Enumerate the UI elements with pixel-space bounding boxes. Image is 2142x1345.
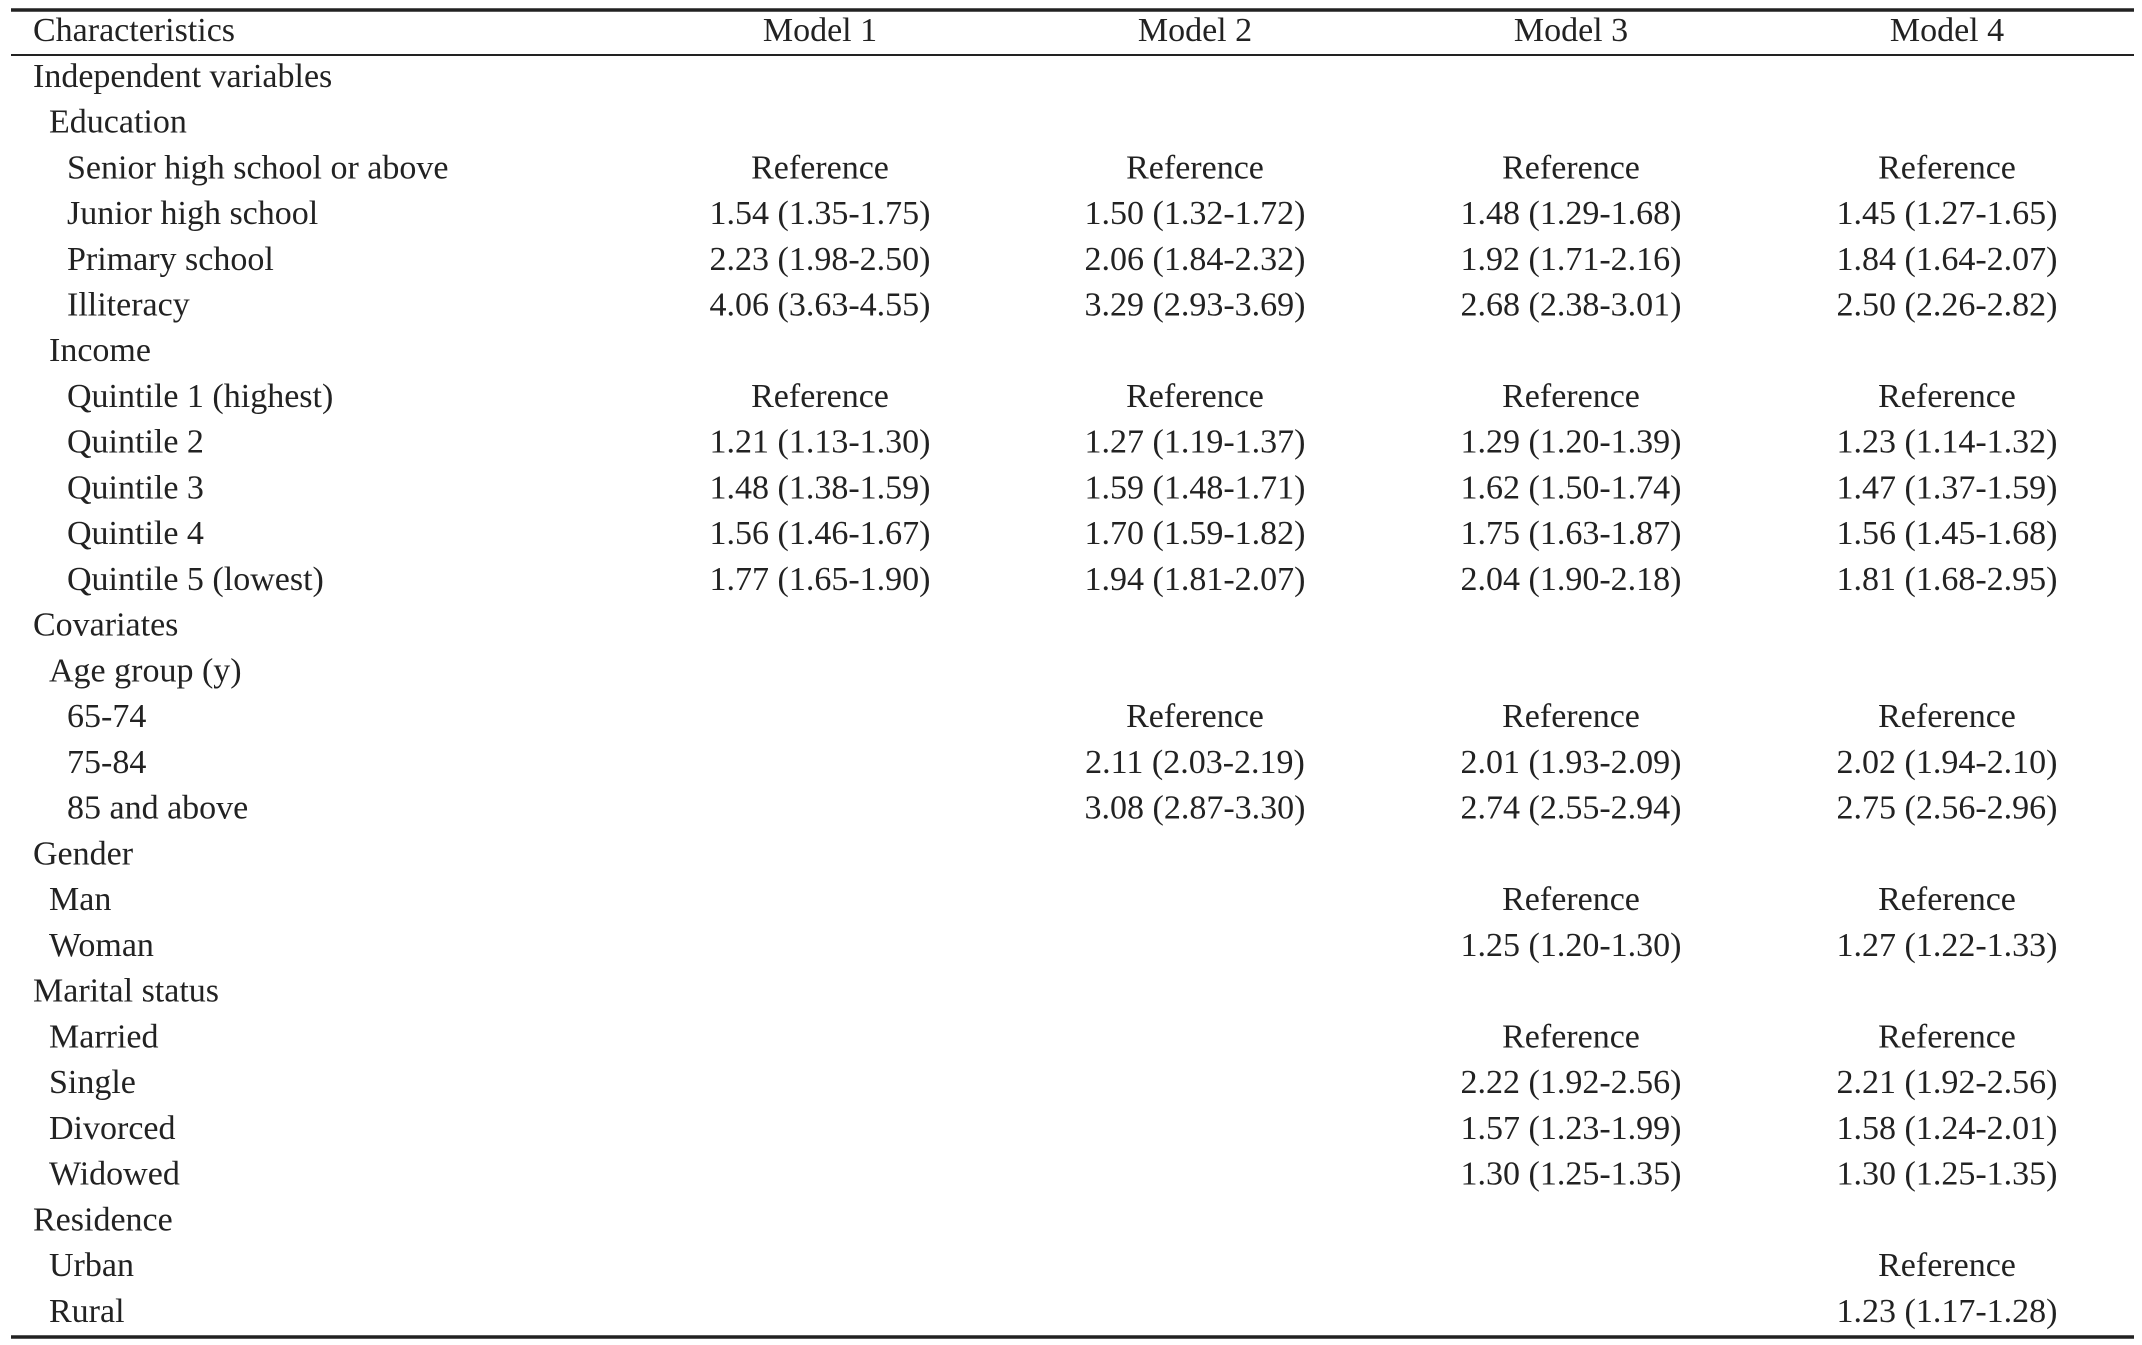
row-label: Woman [49,927,154,964]
cell: 2.22 (1.92-2.56) [1461,1064,1682,1101]
row-label: Quintile 5 (lowest) [67,561,324,598]
cell: 1.48 (1.29-1.68) [1461,195,1682,232]
cell: Reference [1878,378,2016,415]
cell: 1.81 (1.68-2.95) [1837,561,2058,598]
cell: 2.75 (2.56-2.96) [1837,790,2058,827]
row-label: Quintile 4 [67,515,204,552]
cell: 1.92 (1.71-2.16) [1461,241,1682,278]
row-label: 65-74 [67,698,146,735]
cell: 1.56 (1.45-1.68) [1837,515,2058,552]
group-label: Age group (y) [49,652,242,689]
cell: 2.02 (1.94-2.10) [1837,744,2058,781]
row-label: Married [49,1018,159,1055]
cell: Reference [1878,698,2016,735]
row-label: Senior high school or above [67,149,449,186]
row-label: Man [49,881,111,918]
cell: 1.23 (1.14-1.32) [1837,424,2058,461]
section-label: Covariates [33,607,178,644]
cell: 1.56 (1.46-1.67) [710,515,931,552]
cell: Reference [1502,698,1640,735]
cell: Reference [1878,1247,2016,1284]
cell: 1.47 (1.37-1.59) [1837,469,2058,506]
cell: Reference [751,378,889,415]
cell: 1.59 (1.48-1.71) [1085,469,1306,506]
cell: Reference [1502,378,1640,415]
cell: 2.74 (2.55-2.94) [1461,790,1682,827]
cell: 1.58 (1.24-2.01) [1837,1110,2058,1147]
cell: 2.04 (1.90-2.18) [1461,561,1682,598]
cell: 1.50 (1.32-1.72) [1085,195,1306,232]
cell: Reference [1502,881,1640,918]
section-label: Independent variables [33,58,332,95]
cell: 1.75 (1.63-1.87) [1461,515,1682,552]
cell: 1.62 (1.50-1.74) [1461,469,1682,506]
row-label: Illiteracy [67,286,190,323]
header-label: Model 2 [1138,12,1252,49]
row-label: Junior high school [67,195,318,232]
cell: Reference [1502,1018,1640,1055]
row-label: Rural [49,1293,125,1330]
cell: 1.94 (1.81-2.07) [1085,561,1306,598]
cell: 2.01 (1.93-2.09) [1461,744,1682,781]
row-label: Single [49,1064,136,1101]
group-label: Education [49,104,187,141]
header-label: Model 3 [1514,12,1628,49]
cell: 1.54 (1.35-1.75) [710,195,931,232]
header-label: Model 4 [1890,12,2004,49]
cell: Reference [1502,149,1640,186]
row-label: Primary school [67,241,274,278]
group-label: Income [49,332,151,369]
cell: 2.11 (2.03-2.19) [1085,744,1305,781]
cell: 1.23 (1.17-1.28) [1837,1293,2058,1330]
row-label: Quintile 3 [67,469,204,506]
cell: 1.21 (1.13-1.30) [710,424,931,461]
cell: 1.27 (1.19-1.37) [1085,424,1306,461]
section-label: Residence [33,1201,173,1238]
row-label: Widowed [49,1156,180,1193]
row-label: 85 and above [67,790,248,827]
cell: 1.84 (1.64-2.07) [1837,241,2058,278]
section-label: Marital status [33,973,219,1010]
cell: 2.23 (1.98-2.50) [710,241,931,278]
cell: 1.30 (1.25-1.35) [1461,1156,1682,1193]
cell: 1.29 (1.20-1.39) [1461,424,1682,461]
cell: 3.08 (2.87-3.30) [1085,790,1306,827]
row-label: Urban [49,1247,134,1284]
header-label: Characteristics [33,12,235,49]
cell: 2.50 (2.26-2.82) [1837,286,2058,323]
row-label: Quintile 1 (highest) [67,378,333,415]
cell: 2.06 (1.84-2.32) [1085,241,1306,278]
cell: Reference [751,149,889,186]
header-label: Model 1 [763,12,877,49]
cell: 1.48 (1.38-1.59) [710,469,931,506]
cell: 3.29 (2.93-3.69) [1085,286,1306,323]
section-label: Gender [33,835,134,872]
row-label: Quintile 2 [67,424,204,461]
cell: Reference [1878,1018,2016,1055]
cell: Reference [1126,698,1264,735]
cell: 4.06 (3.63-4.55) [710,286,931,323]
cell: 1.30 (1.25-1.35) [1837,1156,2058,1193]
cell: 1.45 (1.27-1.65) [1837,195,2058,232]
cell: Reference [1878,149,2016,186]
cell: Reference [1126,378,1264,415]
cell: 1.27 (1.22-1.33) [1837,927,2058,964]
row-label: Divorced [49,1110,176,1147]
cell: 1.25 (1.20-1.30) [1461,927,1682,964]
row-label: 75-84 [67,744,146,781]
cell: 2.21 (1.92-2.56) [1837,1064,2058,1101]
cell: Reference [1878,881,2016,918]
cell: 2.68 (2.38-3.01) [1461,286,1682,323]
cell: 1.57 (1.23-1.99) [1461,1110,1682,1147]
cell: Reference [1126,149,1264,186]
cell: 1.70 (1.59-1.82) [1085,515,1306,552]
cell: 1.77 (1.65-1.90) [710,561,931,598]
